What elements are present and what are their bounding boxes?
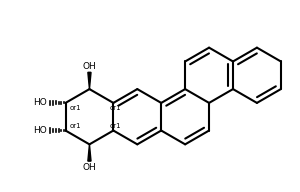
Polygon shape (88, 72, 91, 89)
Text: OH: OH (82, 62, 96, 71)
Text: or1: or1 (110, 122, 121, 129)
Text: or1: or1 (70, 122, 81, 129)
Text: or1: or1 (70, 105, 81, 111)
Text: HO: HO (34, 126, 47, 135)
Text: or1: or1 (110, 105, 121, 111)
Polygon shape (88, 144, 91, 161)
Text: OH: OH (82, 163, 96, 172)
Text: HO: HO (34, 98, 47, 107)
